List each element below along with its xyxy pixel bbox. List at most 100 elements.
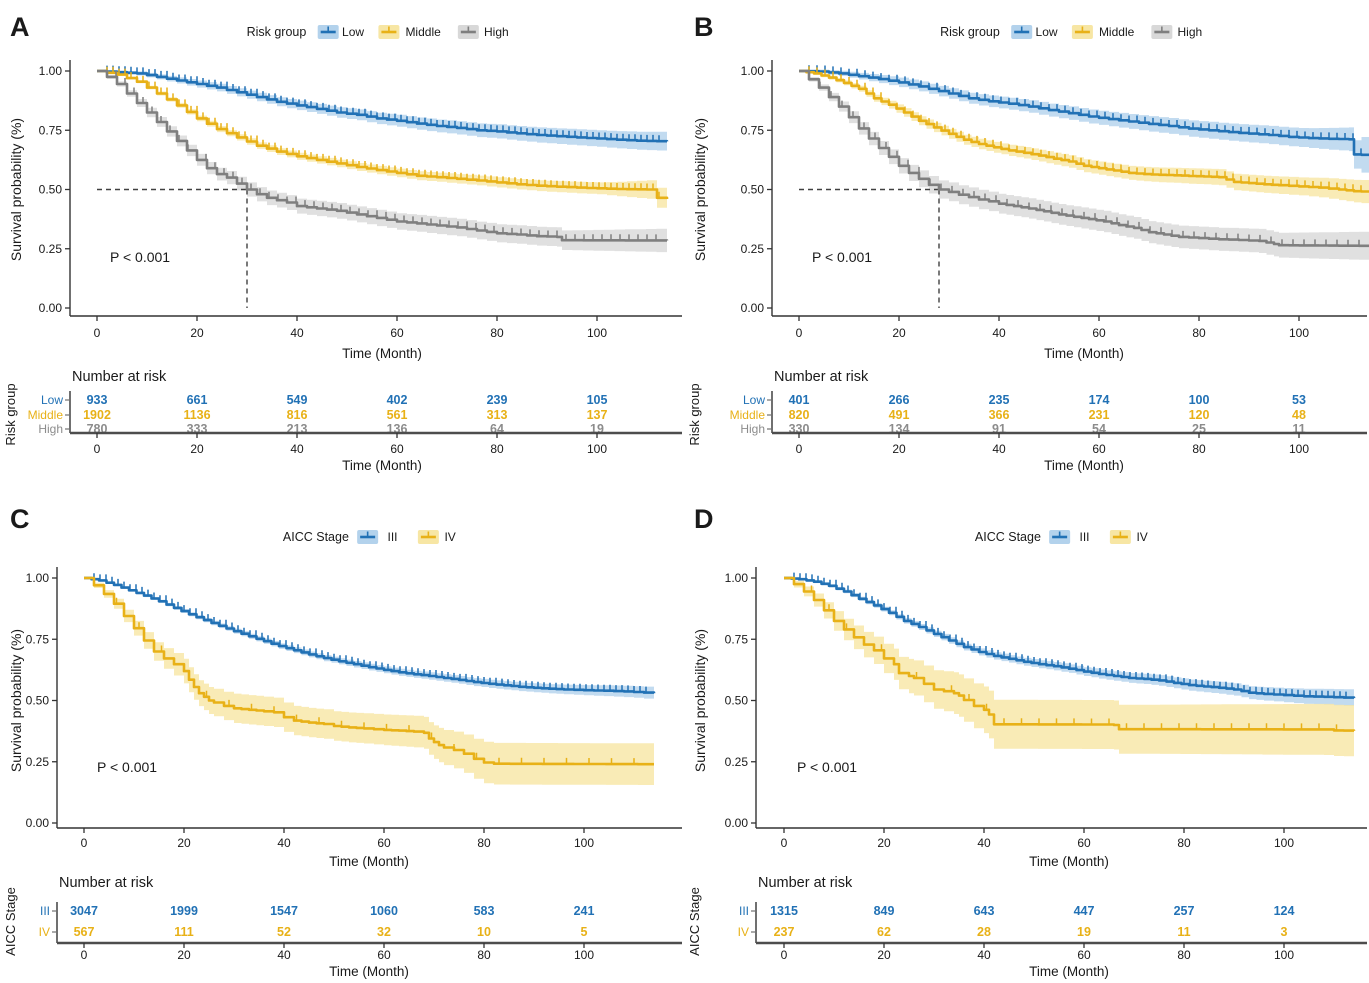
risk-table-title: Number at risk	[72, 369, 167, 385]
legend-item-label: III	[1080, 530, 1090, 544]
risk-row-label: Low	[41, 393, 63, 407]
y-tick-label: 1.00	[26, 571, 50, 585]
x-axis-title: Time (Month)	[342, 346, 422, 361]
y-tick-label: 1.00	[741, 64, 765, 78]
panel-label: B	[694, 12, 714, 42]
censor-ticks-III	[793, 572, 1347, 698]
x-axis-title: Time (Month)	[1044, 346, 1124, 361]
x-tick-label: 80	[490, 326, 504, 340]
km-line-III	[784, 576, 1356, 699]
x-tick-label: 80	[477, 836, 491, 850]
km-band-IV	[84, 576, 654, 785]
x-tick-label: 40	[277, 836, 291, 850]
legend-title: Risk group	[940, 25, 1000, 39]
risk-x-tick-label: 20	[877, 948, 891, 962]
risk-x-axis-title: Time (Month)	[1029, 964, 1109, 979]
risk-count: 567	[74, 925, 95, 939]
legend-title: AICC Stage	[975, 530, 1041, 544]
y-tick-label: 1.00	[39, 64, 63, 78]
x-tick-label: 0	[81, 836, 88, 850]
risk-x-tick-label: 40	[977, 948, 991, 962]
risk-count: 105	[587, 393, 608, 407]
km-line-Middle	[799, 69, 1369, 193]
censor-ticks-High	[808, 73, 1360, 246]
legend-item-label: Middle	[405, 25, 441, 39]
risk-count: 111	[174, 925, 194, 939]
risk-count: 53	[1292, 393, 1306, 407]
risk-x-axis-title: Time (Month)	[329, 964, 409, 979]
risk-count: 52	[277, 925, 291, 939]
risk-count: 19	[1077, 925, 1091, 939]
risk-count: 491	[889, 408, 910, 422]
risk-count: 643	[974, 904, 995, 918]
y-tick-label: 0.00	[741, 301, 765, 315]
risk-x-tick-label: 60	[390, 442, 404, 456]
x-tick-label: 100	[1289, 326, 1309, 340]
risk-count: 137	[587, 408, 608, 422]
y-tick-label: 1.00	[725, 571, 749, 585]
x-tick-label: 40	[977, 836, 991, 850]
risk-count: 174	[1089, 393, 1110, 407]
risk-count: 124	[1274, 904, 1295, 918]
legend-title: Risk group	[247, 25, 307, 39]
p-value-label: P < 0.001	[110, 249, 170, 265]
km-band-IV	[784, 576, 1354, 757]
risk-x-tick-label: 60	[1092, 442, 1106, 456]
legend-item-label: III	[388, 530, 398, 544]
risk-count: 402	[387, 393, 408, 407]
risk-count: 447	[1074, 904, 1095, 918]
panel-label: A	[10, 12, 30, 42]
panel-a-chart: A Risk group Low Middle High0.000.250.500.75…	[3, 12, 682, 473]
risk-count: 933	[87, 393, 108, 407]
risk-axis-group-label: AICC Stage	[687, 887, 702, 956]
risk-count: 237	[774, 925, 795, 939]
y-axis-title: Survival probability (%)	[8, 118, 24, 261]
risk-count: 816	[287, 408, 308, 422]
km-band-High	[97, 69, 667, 253]
risk-table-title: Number at risk	[59, 875, 154, 891]
risk-count: 235	[989, 393, 1010, 407]
risk-x-tick-label: 100	[1289, 442, 1309, 456]
p-value-label: P < 0.001	[812, 249, 872, 265]
legend-item-label: Low	[342, 25, 364, 39]
y-axis-title: Survival probability (%)	[692, 629, 708, 772]
risk-x-axis-title: Time (Month)	[1044, 458, 1124, 473]
risk-count: 231	[1089, 408, 1110, 422]
risk-count: 10	[477, 925, 491, 939]
risk-count: 849	[874, 904, 895, 918]
censor-ticks-High	[106, 70, 657, 241]
risk-count: 11	[1177, 925, 1190, 939]
y-tick-label: 0.50	[725, 694, 749, 708]
risk-count: 48	[1292, 408, 1306, 422]
y-tick-label: 0.00	[725, 816, 749, 830]
x-tick-label: 20	[177, 836, 191, 850]
y-tick-label: 0.25	[725, 755, 749, 769]
x-tick-label: 80	[1192, 326, 1206, 340]
y-tick-label: 0.50	[741, 183, 765, 197]
x-tick-label: 60	[1092, 326, 1106, 340]
legend-item-label: IV	[1136, 530, 1147, 544]
y-tick-label: 0.50	[39, 183, 63, 197]
risk-x-tick-label: 100	[587, 442, 607, 456]
x-tick-label: 40	[290, 326, 304, 340]
risk-x-tick-label: 80	[1192, 442, 1206, 456]
legend-item-label: High	[1177, 25, 1202, 39]
legend-item-label: High	[484, 25, 509, 39]
x-tick-label: 20	[892, 326, 906, 340]
risk-x-tick-label: 20	[892, 442, 906, 456]
x-tick-label: 20	[190, 326, 204, 340]
y-tick-label: 0.25	[26, 755, 50, 769]
legend-item-label: Middle	[1099, 25, 1135, 39]
risk-count: 3	[1281, 925, 1288, 939]
risk-count: 266	[889, 393, 910, 407]
risk-count: 1315	[770, 904, 798, 918]
x-tick-label: 0	[94, 326, 101, 340]
risk-count: 120	[1189, 408, 1210, 422]
km-line-High	[799, 69, 1369, 248]
risk-count: 1999	[170, 904, 198, 918]
risk-count: 28	[977, 925, 991, 939]
panel-d-chart: D AICC Stage III IV 0.00 0.25 0.50 0.75 1.00 0 20 4…	[687, 504, 1367, 979]
p-value-label: P < 0.001	[797, 759, 857, 775]
x-tick-label: 20	[877, 836, 891, 850]
risk-x-tick-label: 80	[1177, 948, 1191, 962]
